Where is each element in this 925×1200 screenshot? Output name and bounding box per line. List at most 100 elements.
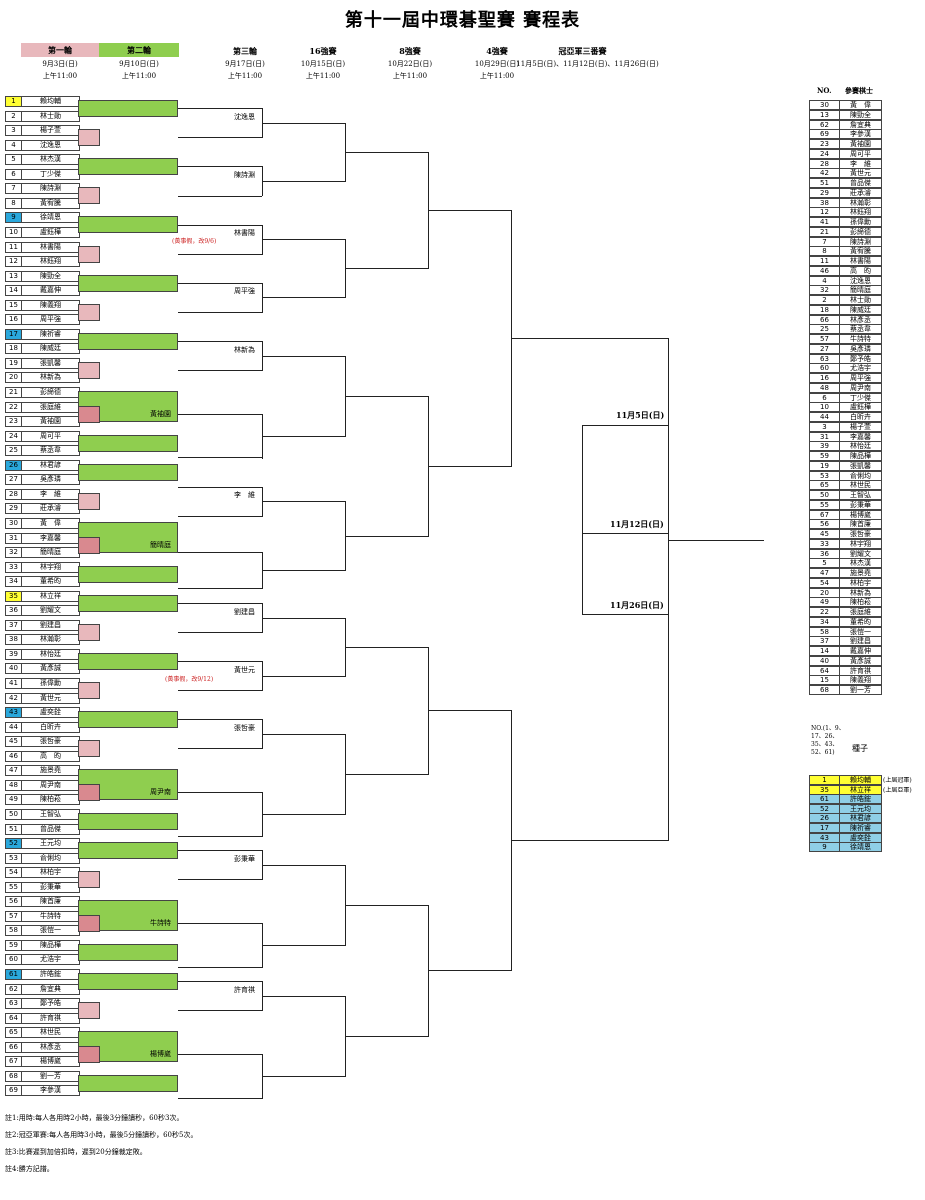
roster-header-name: 參賽棋士 xyxy=(845,86,873,95)
player-number: 9 xyxy=(5,212,22,224)
player-name: 林杰漢 xyxy=(21,154,80,166)
bracket-line xyxy=(262,865,345,866)
player-name: 高 昀 xyxy=(21,750,80,762)
round1-match xyxy=(78,915,100,932)
player-name: 盧鈺樺 xyxy=(21,226,80,238)
player-name: 陳義翔 xyxy=(21,299,80,311)
player-number: 4 xyxy=(5,139,22,151)
round16-time: 上午11:00 xyxy=(305,72,341,80)
roster-name: 黃 偉 xyxy=(839,100,882,110)
bracket-line xyxy=(178,196,262,197)
roster-name: 牛詩特 xyxy=(839,334,882,344)
bracket-line xyxy=(668,338,669,841)
player-number: 11 xyxy=(5,241,22,253)
seed-number: 1 xyxy=(809,775,840,785)
roster-number: 37 xyxy=(809,636,840,646)
round3-winner-name: 林新為 xyxy=(234,346,255,354)
bracket-line xyxy=(262,356,345,357)
roster-name: 周尹南 xyxy=(839,383,882,393)
roster-name: 張凱馨 xyxy=(839,461,882,471)
roster-number: 22 xyxy=(809,607,840,617)
bracket-line xyxy=(428,710,511,711)
player-number: 3 xyxy=(5,125,22,137)
player-number: 31 xyxy=(5,532,22,544)
player-number: 6 xyxy=(5,168,22,180)
roster-name: 莊承濬 xyxy=(839,188,882,198)
roster-name: 簡晴庭 xyxy=(839,285,882,295)
roster-number: 49 xyxy=(809,597,840,607)
round1-match xyxy=(78,624,100,641)
player-name: 李 維 xyxy=(21,488,80,500)
round1-match xyxy=(78,740,100,757)
bracket-line xyxy=(668,540,764,541)
roster-number: 2 xyxy=(809,295,840,305)
bracket-line xyxy=(178,370,262,371)
player-number: 30 xyxy=(5,517,22,529)
player-number: 20 xyxy=(5,372,22,384)
seed-note: (上屆亞軍) xyxy=(883,787,912,794)
roster-number: 21 xyxy=(809,227,840,237)
bracket-line xyxy=(428,210,511,211)
bracket-line xyxy=(178,690,262,691)
roster-name: 林世民 xyxy=(839,480,882,490)
bracket-line xyxy=(178,923,262,924)
round3-winner-name: 沈逸恩 xyxy=(234,113,255,121)
round3-winner-name: 彭秉華 xyxy=(234,855,255,863)
bracket-line xyxy=(428,466,511,467)
player-number: 21 xyxy=(5,387,22,398)
bracket-line xyxy=(178,792,262,793)
player-name: 彭秉華 xyxy=(21,881,80,893)
bracket-line xyxy=(178,225,262,226)
bracket-line xyxy=(178,108,262,109)
round2-date: 9月10日(日) xyxy=(119,60,159,68)
player-name: 周可平 xyxy=(21,430,80,442)
roster-number: 59 xyxy=(809,451,840,461)
player-number: 29 xyxy=(5,503,22,515)
roster-number: 65 xyxy=(809,480,840,490)
bracket-line xyxy=(178,967,262,968)
player-number: 24 xyxy=(5,430,22,442)
bracket-line xyxy=(262,123,345,124)
roster-number: 40 xyxy=(809,656,840,666)
roster-name: 彭締德 xyxy=(839,227,882,237)
roster-name: 黃宥騰 xyxy=(839,246,882,256)
bracket-line xyxy=(178,719,262,720)
player-number: 34 xyxy=(5,576,22,588)
seed-numbers: NO.(1、9、17、26、35、43、52、61) xyxy=(811,725,845,756)
player-name: 黃宥騰 xyxy=(21,197,80,209)
player-number: 10 xyxy=(5,226,22,238)
roster-name: 黃袖園 xyxy=(839,139,882,149)
player-number: 43 xyxy=(5,707,22,719)
player-name: 陳首廉 xyxy=(21,896,80,908)
player-name: 張哲豪 xyxy=(21,736,80,748)
round3-winner-name: 張哲豪 xyxy=(234,724,255,732)
bracket-line xyxy=(262,436,345,437)
player-name: 林怡廷 xyxy=(21,648,80,660)
bracket-line xyxy=(345,152,428,153)
player-number: 54 xyxy=(5,867,22,879)
round3-date: 9月17日(日) xyxy=(225,60,265,68)
roster-number: 60 xyxy=(809,363,840,373)
roster-number: 42 xyxy=(809,168,840,178)
player-name: 陳威廷 xyxy=(21,343,80,355)
bracket-line xyxy=(178,552,262,553)
bracket-line xyxy=(262,487,263,517)
roster-number: 3 xyxy=(809,422,840,432)
player-name: 林宇翔 xyxy=(21,561,80,573)
player-name: 詹宜典 xyxy=(21,983,80,995)
footnote-2: 註2:冠亞軍賽:每人各用時3小時，最後5分鐘讀秒，60秒5次。 xyxy=(5,1131,198,1139)
player-name: 陳品樺 xyxy=(21,939,80,951)
roster-name: 盧鈺樺 xyxy=(839,402,882,412)
round1-match xyxy=(78,1002,100,1019)
bracket-line xyxy=(262,570,345,571)
bracket-line xyxy=(262,618,345,619)
player-name: 賴均輔 xyxy=(21,96,80,107)
seed-label: 種子 xyxy=(852,744,868,753)
roster-number: 5 xyxy=(809,558,840,568)
bracket-line xyxy=(178,516,262,517)
player-number: 39 xyxy=(5,648,22,660)
player-name: 劉一芳 xyxy=(21,1070,80,1082)
player-name: 周平強 xyxy=(21,314,80,326)
bracket-line xyxy=(582,425,668,426)
player-number: 22 xyxy=(5,401,22,413)
